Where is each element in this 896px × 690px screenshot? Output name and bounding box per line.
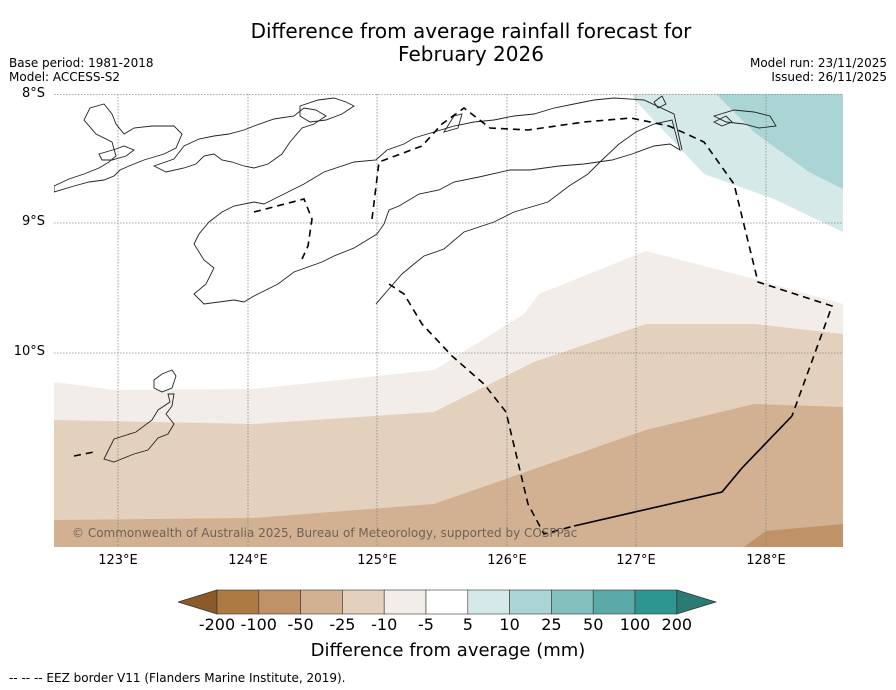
lat-label-10s: 10°S	[13, 344, 45, 359]
meta-left: Base period: 1981-2018 Model: ACCESS-S2	[9, 56, 154, 84]
coast-rote	[103, 393, 175, 463]
colorbar-tick-6: 5	[462, 615, 473, 634]
coast-islet-1	[653, 95, 667, 109]
lon-label-127e: 127°E	[616, 553, 656, 568]
colorbar-extend-under	[178, 589, 218, 615]
coast-island-a	[98, 145, 135, 161]
lon-label-128e: 128°E	[746, 553, 786, 568]
lat-label-8s: 8°S	[21, 86, 45, 101]
colorbar-swatch-2	[300, 589, 343, 615]
eez-border-solid	[573, 415, 793, 527]
coast-flores-west	[54, 103, 183, 193]
coast-alor	[299, 97, 355, 123]
colorbar-tick-7: 10	[499, 615, 520, 634]
issued-date: Issued: 26/11/2025	[771, 70, 887, 84]
meta-right: Model run: 23/11/2025 Issued: 26/11/2025	[750, 56, 887, 84]
colorbar-swatch-8	[551, 589, 594, 615]
gridlines	[54, 94, 843, 547]
colorbar-swatch-7	[509, 589, 552, 615]
colorbar-swatch-3	[342, 589, 385, 615]
chart-title: Difference from average rainfall forecas…	[0, 20, 896, 66]
colorbar-swatch-5	[425, 589, 469, 615]
model-run: Model run: 23/11/2025	[749, 56, 887, 70]
eez-border-rote	[73, 451, 95, 457]
title-line-2: February 2026	[398, 42, 544, 66]
colorbar-tick-4: -10	[371, 615, 398, 634]
lat-label-9s: 9°S	[21, 214, 45, 229]
coast-wetar	[712, 109, 777, 129]
copyright-notice: © Commonwealth of Australia 2025, Bureau…	[72, 526, 578, 540]
model-name: Model: ACCESS-S2	[9, 70, 121, 84]
zone-wet-10-25	[716, 94, 843, 189]
lon-label-124e: 124°E	[228, 553, 268, 568]
colorbar-tick-0: -200	[198, 615, 236, 634]
colorbar-swatches	[178, 589, 718, 615]
colorbar-swatch-1	[258, 589, 301, 615]
colorbar-tick-9: 50	[583, 615, 604, 634]
coast-timor	[193, 97, 683, 305]
coast-flores	[152, 107, 327, 173]
eez-border-timor-south	[388, 283, 575, 535]
coast-semau	[153, 369, 177, 393]
lon-label-123e: 123°E	[98, 553, 138, 568]
colorbar-tick-10: 100	[619, 615, 651, 634]
colorbar-tick-2: -50	[287, 615, 314, 634]
eez-footnote: -- -- -- EEZ border V11 (Flanders Marine…	[9, 671, 346, 685]
coast-islet-2	[712, 115, 733, 127]
colorbar	[178, 589, 718, 615]
coastlines	[54, 95, 777, 463]
colorbar-label: Difference from average (mm)	[310, 640, 586, 661]
colorbar-swatch-0	[216, 589, 260, 615]
colorbar-swatch-6	[467, 589, 510, 615]
eez-border-timor-north	[371, 107, 834, 417]
base-period: Base period: 1981-2018	[9, 56, 154, 70]
lon-label-125e: 125°E	[357, 553, 397, 568]
colorbar-tick-1: -100	[240, 615, 277, 634]
colorbar-tick-8: 25	[541, 615, 562, 634]
map-canvas	[54, 94, 843, 547]
eez-border-north	[253, 198, 313, 260]
colorbar-tick-11: 200	[661, 615, 693, 634]
zone-dry-100-50	[744, 524, 843, 547]
colorbar-swatch-4	[383, 589, 427, 615]
colorbar-swatch-9	[592, 589, 636, 615]
colorbar-tick-5: -5	[418, 615, 434, 634]
lon-label-126e: 126°E	[487, 553, 527, 568]
colorbar-tick-3: -25	[329, 615, 356, 634]
zone-dry-50-25	[54, 404, 843, 547]
colorbar-extend-over	[676, 589, 718, 615]
title-line-1: Difference from average rainfall forecas…	[250, 19, 692, 43]
colorbar-swatch-10	[634, 589, 678, 615]
coast-islet-3	[442, 113, 463, 133]
eez-border	[73, 107, 834, 535]
